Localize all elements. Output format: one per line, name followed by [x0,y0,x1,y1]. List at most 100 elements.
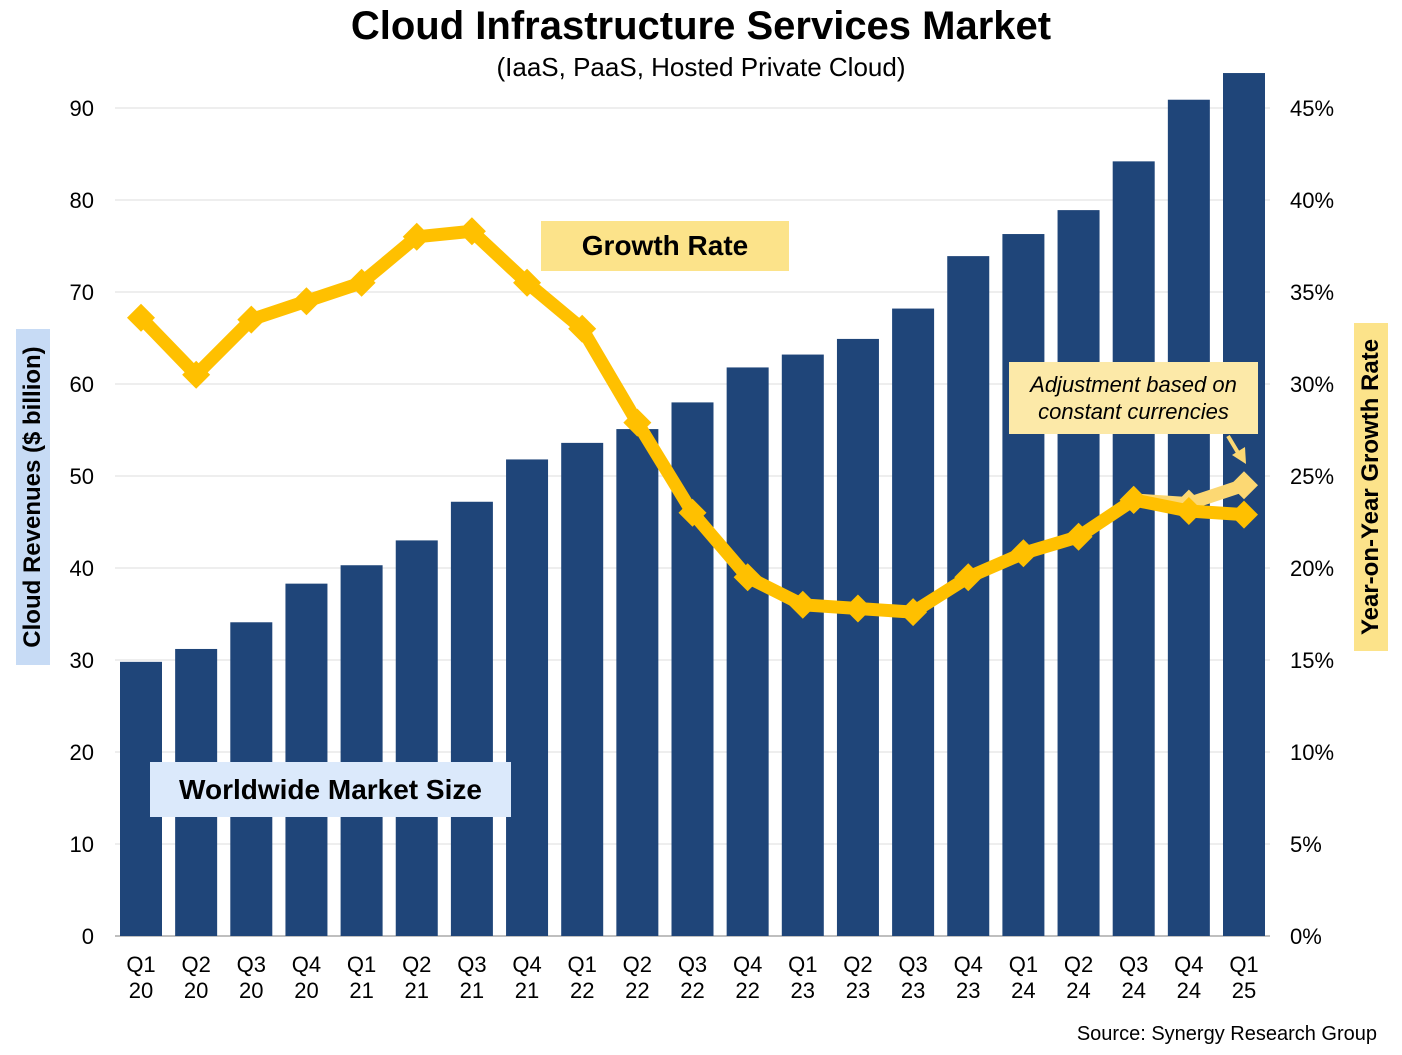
x-tick-label: Q3 [457,952,486,977]
y-right-tick-label: 40% [1290,188,1334,213]
bar [1002,234,1045,937]
y-right-tick-label: 20% [1290,556,1334,581]
x-tick-label: 23 [901,978,925,1003]
x-tick-label: 21 [405,978,429,1003]
growth-rate-marker [843,594,872,623]
x-tick-label: Q3 [898,952,927,977]
adjustment-line1: Adjustment based on [1030,372,1237,397]
x-tick-label: 25 [1232,978,1256,1003]
x-tick-label: Q3 [678,952,707,977]
x-tick-label: Q3 [1119,952,1148,977]
x-tick-label: 21 [515,978,539,1003]
chart-title: Cloud Infrastructure Services Market [350,4,1052,48]
adjusted-growth-marker [1230,471,1258,500]
x-tick-label: 24 [1011,978,1035,1003]
y-axis-right-label: Year-on-Year Growth Rate [1354,323,1388,651]
x-tick-label: Q1 [126,952,155,977]
growth-rate-marker [899,598,928,627]
growth-rate-marker [182,360,211,389]
bar [285,583,328,936]
bar [395,540,438,936]
x-tick-label: Q2 [623,952,652,977]
y-right-tick-label: 0% [1290,924,1322,949]
bar [726,367,769,936]
x-tick-label: Q4 [1174,952,1203,977]
source-note: Source: Synergy Research Group [1076,1023,1377,1045]
x-tick-label: Q4 [292,952,321,977]
growth-rate-marker [292,287,321,316]
adjustment-line2: constant currencies [1038,399,1229,424]
y-tick-label: 30 [70,648,94,673]
annotation-arrowhead [1232,447,1246,464]
x-tick-label: 24 [1121,978,1145,1003]
bar [450,501,493,936]
x-tick-label: 22 [570,978,594,1003]
market-size-label: Worldwide Market Size [150,762,511,817]
x-tick-label: 20 [294,978,318,1003]
growth-rate-marker [623,408,652,437]
bar [561,442,604,936]
x-tick-label: Q4 [954,952,983,977]
growth-rate-marker [568,314,597,343]
x-tick-label: 21 [349,978,373,1003]
bar [506,459,549,936]
x-tick-label: Q4 [512,952,541,977]
growth-rate-marker [1119,485,1148,514]
y-tick-label: 70 [70,280,94,305]
x-tick-label: 22 [680,978,704,1003]
y-right-tick-label: 10% [1290,740,1334,765]
bar [947,256,990,936]
y-tick-label: 90 [70,96,94,121]
x-tick-label: 21 [460,978,484,1003]
x-tick-label: 23 [956,978,980,1003]
x-tick-label: 23 [846,978,870,1003]
y-axis-left-label: Cloud Revenues ($ billion) [16,329,50,665]
adjustment-annotation: Adjustment based on constant currencies [1009,362,1258,434]
y-right-tick-label: 35% [1290,280,1334,305]
growth-rate-marker [1230,500,1258,529]
growth-rate-marker [127,303,155,332]
growth-rate-marker [402,222,431,251]
bar [340,565,383,936]
growth-rate-marker [237,305,266,334]
x-tick-label: 22 [735,978,759,1003]
growth-rate-marker [513,268,542,297]
x-tick-label: Q2 [1064,952,1093,977]
y-right-tick-label: 5% [1290,832,1322,857]
x-tick-label: Q1 [568,952,597,977]
growth-rate-marker [1064,522,1093,551]
x-tick-label: Q3 [237,952,266,977]
x-tick-label: Q2 [181,952,210,977]
y-right-tick-label: 15% [1290,648,1334,673]
x-tick-label: 24 [1177,978,1201,1003]
y-right-tick-label: 30% [1290,372,1334,397]
growth-rate-marker [457,217,486,246]
bar [1057,210,1100,936]
y-tick-label: 60 [70,372,94,397]
x-tick-label: 24 [1066,978,1090,1003]
bar [616,429,659,936]
y-right-tick-label: 45% [1290,96,1334,121]
x-tick-label: Q1 [1229,952,1258,977]
bar [836,338,879,936]
bar [1112,161,1155,937]
growth-rate-marker [1009,539,1038,568]
x-tick-label: 23 [791,978,815,1003]
y-tick-label: 80 [70,188,94,213]
x-tick-label: Q2 [843,952,872,977]
y-tick-label: 0 [82,924,94,949]
growth-rate-marker [678,498,707,527]
growth-rate-marker [954,563,983,592]
growth-rate-label: Growth Rate [541,221,789,271]
chart-subtitle: (IaaS, PaaS, Hosted Private Cloud) [496,52,906,82]
y-right-tick-label: 25% [1290,464,1334,489]
y-tick-label: 20 [70,740,94,765]
growth-rate-marker [733,563,762,592]
x-tick-label: Q1 [347,952,376,977]
x-tick-label: Q1 [1009,952,1038,977]
y-tick-label: 10 [70,832,94,857]
x-tick-label: 20 [129,978,153,1003]
x-tick-label: 20 [184,978,208,1003]
growth-rate-marker [788,590,817,619]
